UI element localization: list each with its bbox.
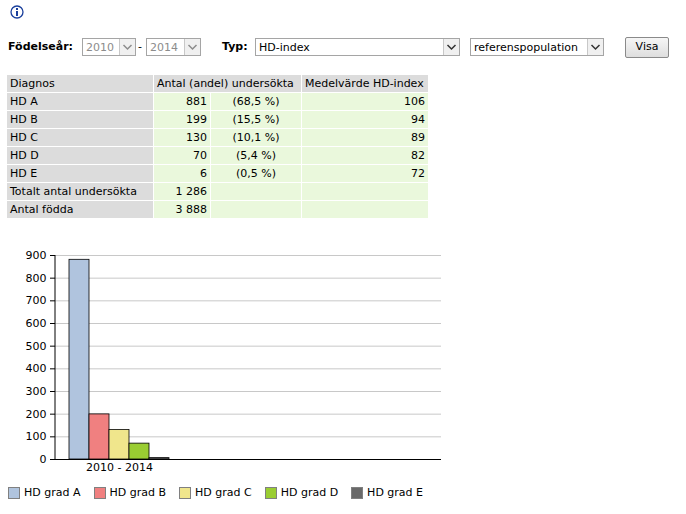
html-text:3 888: 3 888 xyxy=(175,203,207,216)
html-text:Födelseår:: Födelseår: xyxy=(8,40,73,53)
svg-text:100: 100 xyxy=(26,430,47,443)
svg-text:300: 300 xyxy=(26,385,47,398)
html-text:referenspopulation: referenspopulation xyxy=(474,41,578,54)
html-text:Diagnos: Diagnos xyxy=(10,77,55,90)
html-text:1 286: 1 286 xyxy=(175,185,207,198)
html-text:Antal födda: Antal födda xyxy=(10,203,74,216)
html-text:HD C: HD C xyxy=(10,131,38,144)
html-text:HD grad C: HD grad C xyxy=(195,486,252,499)
html-text:HD E: HD E xyxy=(10,167,38,180)
svg-text:800: 800 xyxy=(26,272,47,285)
html-text:Visa: Visa xyxy=(635,40,659,53)
html-text:Antal (andel) undersökta: Antal (andel) undersökta xyxy=(157,77,294,90)
html-text:HD grad D: HD grad D xyxy=(280,486,339,499)
html-text:2010: 2010 xyxy=(86,41,114,54)
html-text:HD B: HD B xyxy=(10,113,38,126)
html-text:89: 89 xyxy=(411,131,425,144)
svg-text:700: 700 xyxy=(26,294,47,307)
html-text:82: 82 xyxy=(411,149,425,162)
html-text:(10,1 %): (10,1 %) xyxy=(232,131,280,144)
html-text:HD D: HD D xyxy=(10,149,39,162)
svg-text:400: 400 xyxy=(26,362,47,375)
html-text:Totalt antal undersökta: Totalt antal undersökta xyxy=(10,185,137,198)
html-text:HD grad B: HD grad B xyxy=(109,486,166,499)
svg-text:0: 0 xyxy=(40,453,47,466)
html-text:(68,5 %): (68,5 %) xyxy=(232,95,280,108)
svg-text:900: 900 xyxy=(26,249,47,262)
html-text:HD grad A: HD grad A xyxy=(24,486,81,499)
html-text:(0,5 %): (0,5 %) xyxy=(236,167,276,180)
html-text:130: 130 xyxy=(186,131,207,144)
html-text:72: 72 xyxy=(411,167,425,180)
svg-text:500: 500 xyxy=(26,340,47,353)
html-text:(15,5 %): (15,5 %) xyxy=(232,113,280,126)
html-text:Typ:: Typ: xyxy=(222,40,248,53)
html-text:106: 106 xyxy=(404,95,425,108)
html-text:881: 881 xyxy=(186,95,207,108)
html-text:(5,4 %): (5,4 %) xyxy=(236,149,276,162)
html-text:199: 199 xyxy=(186,113,207,126)
html-text:Medelvärde HD-index: Medelvärde HD-index xyxy=(305,77,424,90)
html-text:HD A: HD A xyxy=(10,95,38,108)
html-text:2014: 2014 xyxy=(150,41,178,54)
html-text:HD-index: HD-index xyxy=(259,41,310,54)
html-text:6: 6 xyxy=(200,167,207,180)
html-text:94: 94 xyxy=(411,113,425,126)
svg-text:2010 - 2014: 2010 - 2014 xyxy=(86,461,153,474)
html-text:70: 70 xyxy=(193,149,207,162)
svg-text:200: 200 xyxy=(26,408,47,421)
svg-text:600: 600 xyxy=(26,317,47,330)
html-text:HD grad E: HD grad E xyxy=(367,486,423,499)
